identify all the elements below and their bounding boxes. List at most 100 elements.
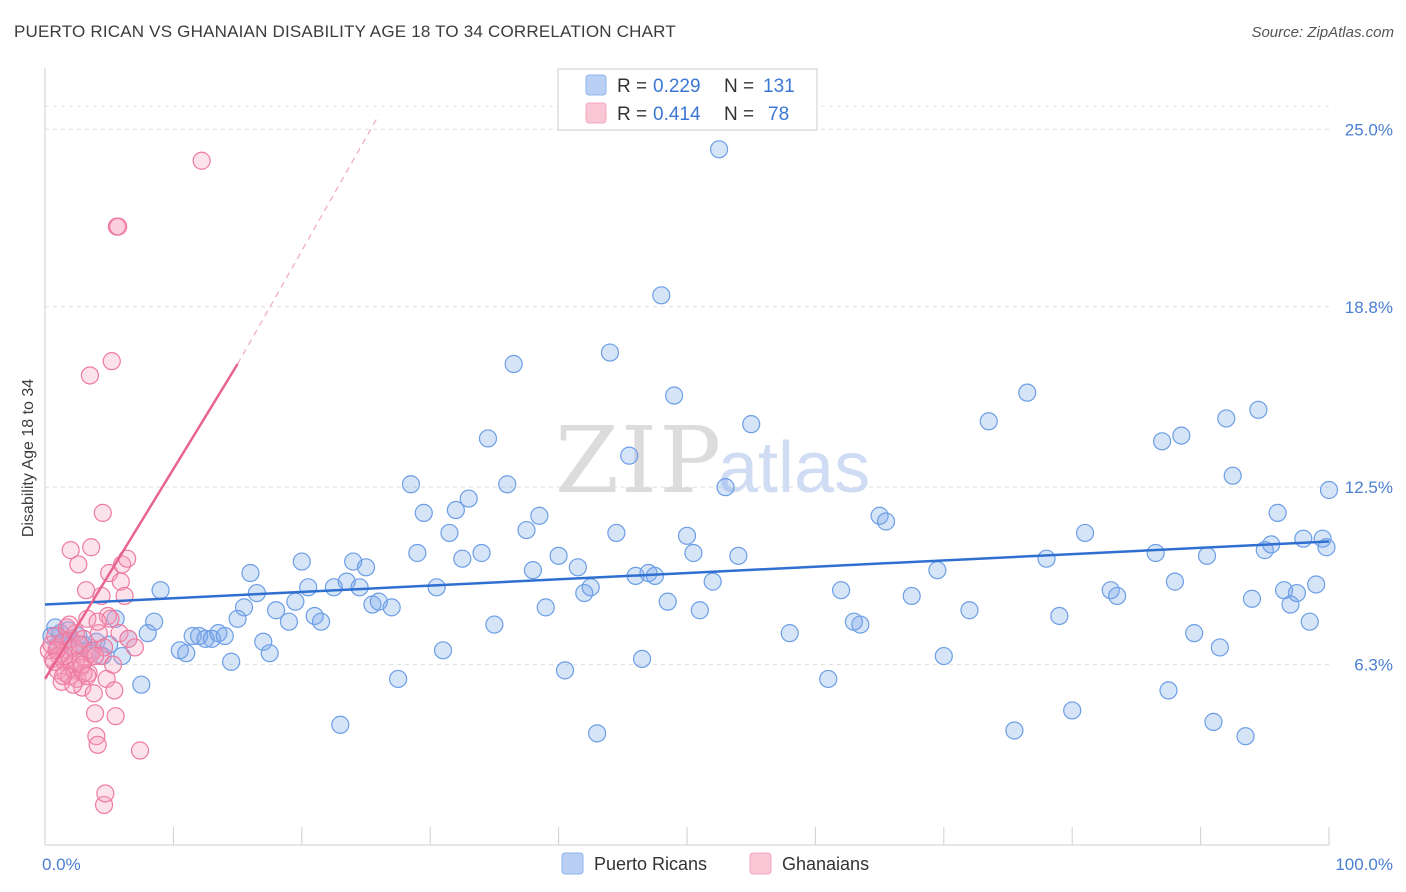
point-puerto-rican-34: [254, 632, 273, 651]
point-puerto-rican-138: [844, 612, 864, 631]
watermark-atlas: atlas: [718, 428, 870, 508]
point-puerto-rican-63: [478, 429, 498, 448]
point-puerto-rican-18: [138, 624, 157, 643]
legend-n-value-2: 78: [768, 104, 789, 125]
point-ghanaian-15: [61, 541, 80, 560]
point-puerto-rican-95: [780, 624, 799, 643]
point-puerto-rican-89: [690, 601, 709, 620]
point-puerto-rican-107: [1050, 606, 1069, 626]
point-puerto-rican-37: [279, 612, 299, 631]
point-ghanaian-30: [80, 366, 100, 385]
point-puerto-rican-114: [1159, 681, 1178, 700]
point-puerto-rican-94: [742, 415, 761, 434]
point-puerto-rican-42: [311, 612, 331, 631]
point-puerto-rican-125: [1249, 400, 1268, 419]
point-puerto-rican-139: [1037, 549, 1056, 568]
point-puerto-rican-84: [652, 286, 671, 305]
point-ghanaian-27: [76, 581, 96, 600]
point-puerto-rican-29: [222, 652, 241, 671]
bottom-legend-label-pink: Ghanaians: [782, 854, 869, 874]
point-puerto-rican-66: [504, 354, 523, 374]
point-puerto-rican-113: [1152, 432, 1172, 451]
point-ghanaian-59: [125, 638, 144, 657]
trend-line-ghanaians-extension: [237, 114, 380, 365]
point-ghanaian-36: [88, 735, 107, 754]
point-puerto-rican-77: [600, 343, 620, 362]
point-puerto-rican-108: [1063, 701, 1082, 720]
point-ghanaian-73: [73, 655, 92, 674]
point-puerto-rican-104: [979, 412, 998, 431]
point-puerto-rican-51: [382, 598, 401, 617]
point-puerto-rican-81: [632, 649, 652, 669]
point-puerto-rican-78: [607, 523, 626, 543]
point-puerto-rican-121: [1217, 409, 1236, 428]
legend-n-label-2: N =: [724, 104, 754, 125]
legend-swatch-pink: [585, 102, 607, 124]
point-puerto-rican-52: [389, 669, 408, 689]
point-puerto-rican-91: [709, 140, 729, 159]
point-puerto-rican-130: [1281, 595, 1300, 614]
point-ghanaian-40: [93, 503, 112, 522]
point-ghanaian-77: [85, 646, 105, 666]
point-puerto-rican-54: [408, 543, 427, 563]
trend-line-ghanaians: [43, 363, 239, 680]
point-puerto-rican-92: [716, 478, 735, 497]
point-ghanaian-53: [110, 624, 129, 643]
point-puerto-rican-87: [677, 526, 697, 545]
point-puerto-rican-93: [729, 546, 748, 565]
trend-line-puerto-ricans: [44, 540, 1330, 606]
y-tick-label-1: 12.5%: [1345, 478, 1393, 497]
point-puerto-rican-56: [427, 578, 446, 597]
point-puerto-rican-61: [459, 489, 478, 508]
y-tick-label-3: 25.0%: [1345, 120, 1393, 139]
point-ghanaian-44: [98, 606, 118, 626]
point-puerto-rican-32: [241, 563, 260, 583]
point-puerto-rican-122: [1223, 466, 1242, 485]
point-puerto-rican-90: [703, 572, 722, 591]
bottom-legend-swatch-blue: [561, 852, 584, 875]
point-puerto-rican-38: [286, 592, 305, 611]
point-puerto-rican-119: [1204, 712, 1223, 731]
point-puerto-rican-62: [472, 543, 491, 563]
point-puerto-rican-28: [215, 626, 234, 646]
point-puerto-rican-120: [1210, 638, 1229, 657]
point-ghanaian-74: [78, 666, 97, 686]
bottom-legend-swatch-pink: [749, 852, 772, 875]
source-label: Source: ZipAtlas.com: [1251, 24, 1394, 41]
point-puerto-rican-88: [684, 543, 703, 563]
point-puerto-rican-71: [549, 546, 568, 565]
point-puerto-rican-64: [485, 615, 504, 634]
legend-r-label-1: R =: [617, 76, 647, 97]
trend-lines: [43, 114, 1330, 680]
point-ghanaian-52: [109, 217, 128, 236]
point-puerto-rican-53: [401, 475, 421, 494]
point-puerto-rican-85: [658, 592, 677, 611]
point-puerto-rican-44: [331, 715, 350, 734]
bottom-legend: Puerto Ricans Ghanaians: [561, 852, 869, 875]
point-puerto-rican-69: [530, 506, 549, 525]
legend-swatch-blue: [585, 74, 607, 96]
point-puerto-rican-75: [581, 578, 600, 597]
point-puerto-rican-109: [1075, 523, 1095, 543]
point-puerto-rican-76: [588, 724, 607, 743]
point-ghanaian-31: [82, 538, 101, 557]
point-ghanaian-50: [106, 707, 125, 726]
point-puerto-rican-17: [132, 675, 151, 694]
point-puerto-rican-58: [433, 641, 453, 660]
point-puerto-rican-72: [555, 661, 575, 680]
x-tick-max: 100.0%: [1335, 855, 1393, 874]
point-puerto-rican-65: [498, 475, 517, 494]
point-ghanaian-42: [96, 784, 115, 803]
point-puerto-rican-136: [1319, 480, 1339, 500]
legend-box: R = 0.229 N = 131 R = 0.414 N = 78: [557, 68, 818, 131]
point-puerto-rican-30: [228, 609, 247, 628]
point-puerto-rican-57: [440, 523, 459, 543]
point-puerto-rican-36: [267, 601, 286, 620]
point-puerto-rican-131: [1287, 583, 1307, 603]
x-tick-min: 0.0%: [42, 855, 81, 874]
point-puerto-rican-48: [356, 558, 376, 577]
legend-n-value-1: 131: [763, 76, 795, 97]
point-puerto-rican-123: [1236, 727, 1255, 746]
point-puerto-rican-97: [831, 581, 851, 600]
